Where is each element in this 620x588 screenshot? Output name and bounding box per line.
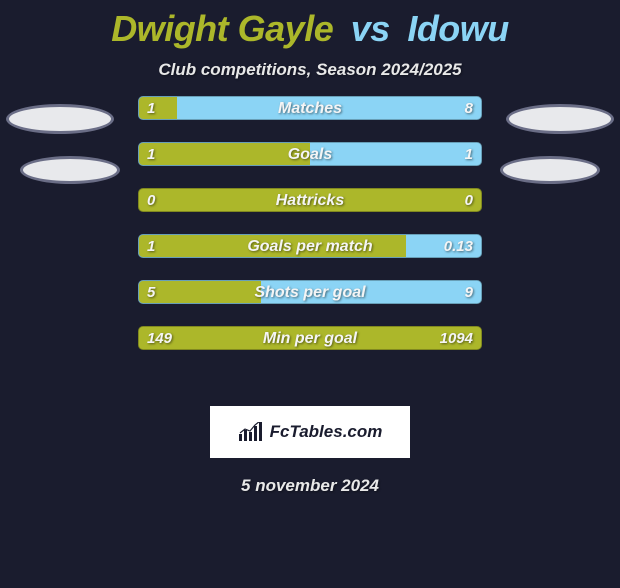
player1-avatar-placeholder [6,104,114,134]
comparison-title: Dwight Gayle vs Idowu [0,8,620,50]
stat-label: Goals [139,143,481,165]
comparison-chart: 18Matches11Goals00Hattricks10.13Goals pe… [0,108,620,388]
player1-club-placeholder [20,156,120,184]
stat-label: Matches [139,97,481,119]
player2-avatar-placeholder [506,104,614,134]
stat-label: Hattricks [139,189,481,211]
player1-name: Dwight Gayle [111,8,333,49]
stat-bar: 59Shots per goal [138,280,482,304]
vs-text: vs [351,8,390,49]
stat-bar: 11Goals [138,142,482,166]
stat-bar: 1491094Min per goal [138,326,482,350]
date-text: 5 november 2024 [0,476,620,496]
stat-label: Min per goal [139,327,481,349]
bars-icon [238,422,266,442]
stat-bar: 10.13Goals per match [138,234,482,258]
player2-club-placeholder [500,156,600,184]
logo-inner: FcTables.com [238,422,383,442]
stat-label: Shots per goal [139,281,481,303]
subtitle: Club competitions, Season 2024/2025 [0,60,620,80]
logo-text: FcTables.com [270,422,383,442]
stat-bar: 00Hattricks [138,188,482,212]
stat-bar: 18Matches [138,96,482,120]
stat-bars-container: 18Matches 11Goals 00Hattricks 10.13Goals pe… [138,96,482,372]
player2-name: Idowu [407,8,508,49]
logo-box: FcTables.com [210,406,410,458]
stat-label: Goals per match [139,235,481,257]
